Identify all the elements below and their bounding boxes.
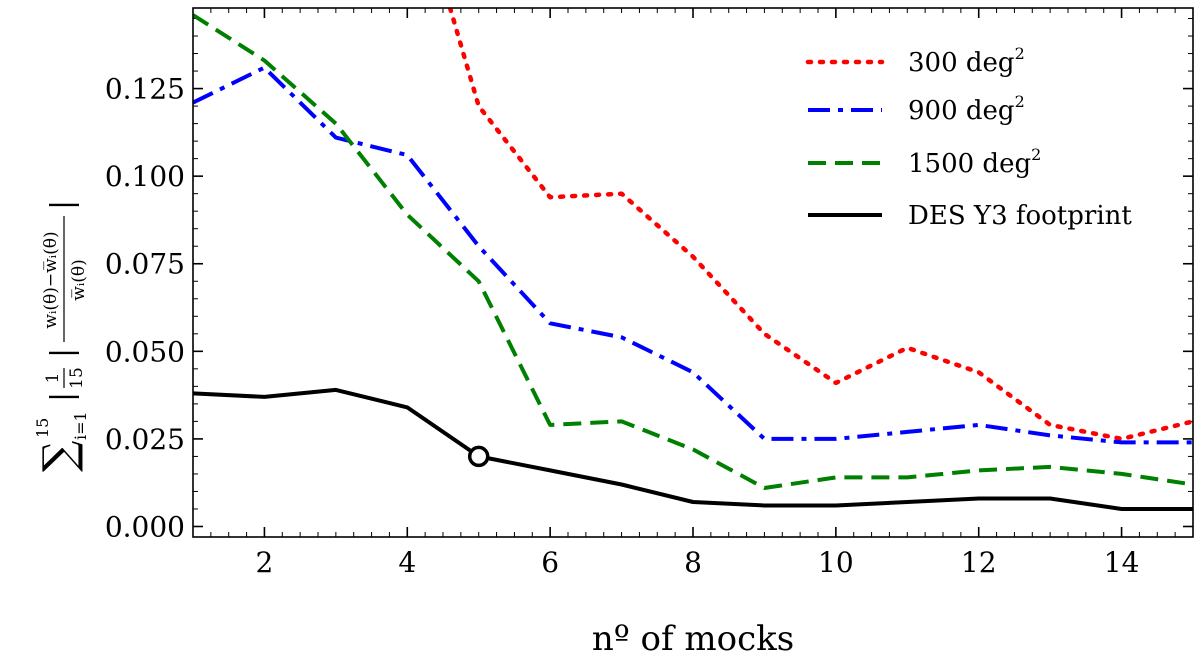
y-axis-w-num: wᵢ(θ)−w̅ᵢ(θ) — [41, 231, 61, 328]
y-tick-label: 0.100 — [105, 160, 185, 193]
highlight-marker — [467, 445, 490, 468]
y-axis-bar-mid: | — [45, 348, 80, 358]
x-tick-label: 4 — [398, 546, 416, 579]
minor-ticks — [192, 8, 1194, 537]
y-axis-sum-sub: i=1 — [71, 411, 90, 440]
y-tick-label: 0.025 — [105, 423, 185, 456]
y-tick-label: 0.050 — [105, 335, 185, 368]
y-axis-sum-sup: 15 — [33, 418, 52, 438]
x-tick-label: 2 — [256, 546, 274, 579]
legend: 300 deg2 900 deg2 1500 deg2 DES Y3 footprin… — [805, 44, 1132, 231]
series-line-1 — [447, 8, 1193, 442]
x-tick-label: 14 — [1104, 546, 1140, 579]
y-axis-bar-right: | — [45, 200, 80, 210]
legend-label-2: 900 deg2 — [908, 92, 1025, 126]
series-line-3 — [193, 13, 1193, 490]
y-tick-label: 0.125 — [105, 73, 185, 106]
major-ticks — [193, 8, 1193, 537]
x-tick-label: 8 — [684, 546, 702, 579]
marker-layer — [467, 445, 490, 468]
y-tick-label: 0.075 — [105, 248, 185, 281]
series-line-2 — [193, 65, 1193, 445]
y-axis-frac-num: 1 — [43, 373, 63, 384]
legend-label-3: 1500 deg2 — [908, 145, 1041, 179]
y-axis-w-den: w̅ᵢ(θ) — [69, 259, 89, 300]
y-axis-frac-den: 15 — [67, 367, 87, 389]
x-tick-label: 12 — [961, 546, 997, 579]
plot-frame — [192, 7, 1194, 538]
x-axis-title: nº of mocks — [592, 619, 794, 657]
y-tick-label: 0.000 — [105, 510, 185, 543]
tick-labels: 2 4 6 8 10 12 14 0.000 0.025 0.050 0.075 0.100 0.125 — [105, 73, 1140, 579]
x-tick-label: 6 — [541, 546, 559, 579]
legend-sup: 2 — [1015, 92, 1025, 111]
legend-label-4: DES Y3 footprint — [908, 201, 1132, 231]
legend-sup: 2 — [1015, 44, 1025, 63]
series-layer — [193, 8, 1193, 511]
y-axis-sum-symbol: ∑ — [34, 441, 85, 472]
y-axis-title: ∑ i=1 15 | 1 15 | wᵢ(θ)−w̅ᵢ(θ) w̅ᵢ(θ) | — [33, 200, 90, 472]
y-axis-bar-left: | — [45, 392, 80, 402]
series-line-4 — [193, 387, 1193, 511]
legend-sup: 2 — [1031, 145, 1041, 164]
legend-label-1: 300 deg2 — [908, 44, 1025, 78]
x-tick-label: 10 — [818, 546, 854, 579]
